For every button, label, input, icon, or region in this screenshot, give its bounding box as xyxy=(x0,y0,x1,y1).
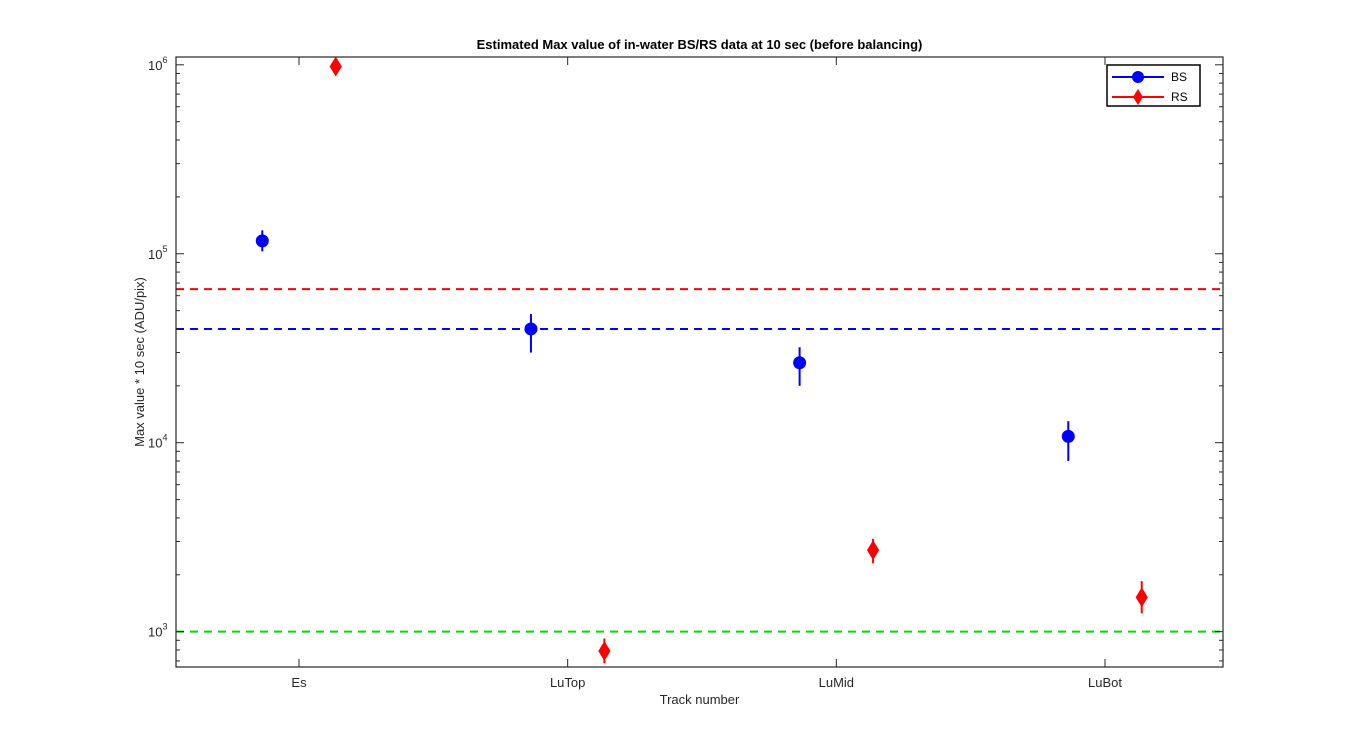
x-axis-label: Track number xyxy=(660,692,740,707)
legend-label: BS xyxy=(1171,70,1187,84)
legend: BS RS xyxy=(1106,64,1201,107)
y-tick-label: 103 xyxy=(148,622,167,640)
x-tick-label: LuTop xyxy=(550,675,585,690)
x-tick-label: LuBot xyxy=(1088,675,1122,690)
axes: 103 104 105 106 Es LuTop LuMid LuBot xyxy=(148,55,1224,690)
legend-box xyxy=(1106,64,1201,107)
x-tick-label: LuMid xyxy=(819,675,854,690)
y-tick-label: 104 xyxy=(148,433,167,451)
legend-item-bs: BS xyxy=(1112,70,1187,84)
data-point xyxy=(1061,429,1075,443)
legend-marker xyxy=(1132,71,1144,83)
plot-area-background xyxy=(176,57,1223,667)
legend-item-rs: RS xyxy=(1112,89,1188,105)
data-point xyxy=(793,356,807,370)
data-point xyxy=(598,641,611,661)
chart-title: Estimated Max value of in-water BS/RS da… xyxy=(477,37,923,52)
legend-marker xyxy=(1133,89,1143,105)
y-axis-label: Max value * 10 sec (ADU/pix) xyxy=(132,277,147,447)
series-layer xyxy=(255,56,1148,664)
legend-label: RS xyxy=(1171,90,1188,104)
y-tick-label: 105 xyxy=(148,244,167,262)
data-point xyxy=(329,56,342,77)
y-tick-label: 106 xyxy=(148,55,167,73)
reference-lines xyxy=(176,288,1223,633)
data-point xyxy=(1135,587,1148,608)
data-point xyxy=(866,540,880,561)
data-point xyxy=(524,322,538,336)
axes-box xyxy=(175,56,1224,668)
x-tick-label: Es xyxy=(291,675,307,690)
series-bs xyxy=(255,230,1075,462)
data-point xyxy=(255,234,269,248)
series-rs xyxy=(329,56,1148,664)
